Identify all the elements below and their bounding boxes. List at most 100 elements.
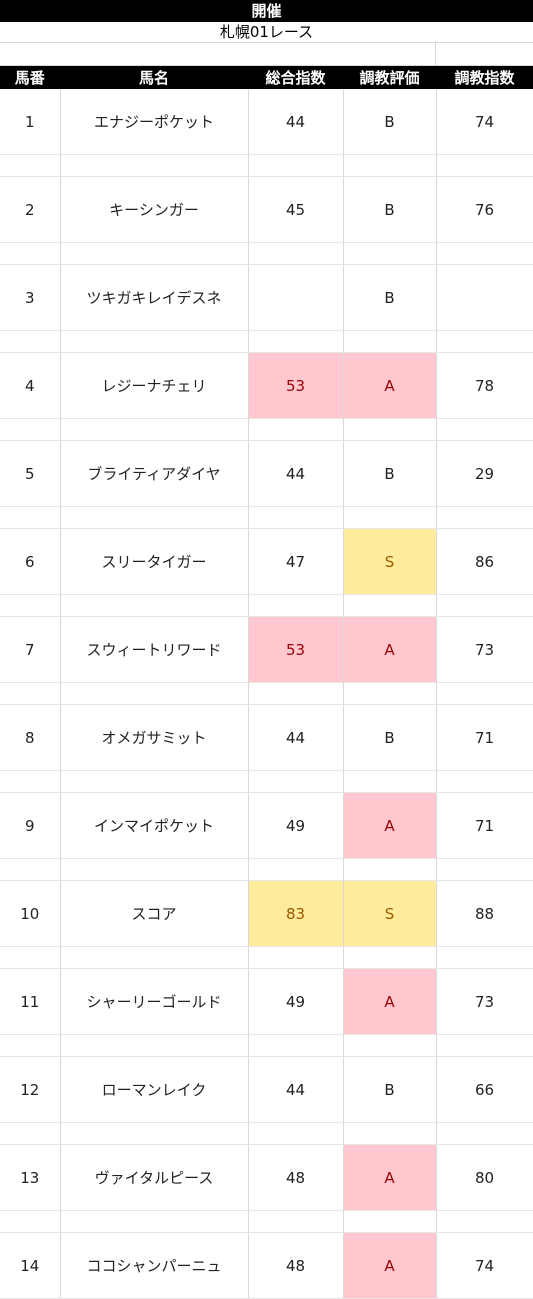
cell-training-eval: S <box>343 880 437 947</box>
cell-horse-name: ツキガキレイデスネ <box>60 264 249 331</box>
spacer-cell <box>60 418 249 441</box>
spacer-cell <box>343 946 437 969</box>
spacer-cell <box>436 1034 533 1057</box>
cell-training-index: 71 <box>436 792 533 859</box>
cell-total-index: 44 <box>248 89 344 155</box>
cell-training-index: 71 <box>436 704 533 771</box>
table-row: 13 ヴァイタルピース 48 A 80 <box>0 1144 533 1211</box>
spacer-cell <box>248 154 344 177</box>
spacer-cell <box>60 330 249 353</box>
cell-training-index <box>436 264 533 331</box>
cell-training-index: 73 <box>436 968 533 1035</box>
spacer-cell <box>0 682 61 705</box>
spacer-cell <box>248 946 344 969</box>
spacer-cell <box>436 594 533 617</box>
cell-horse-number: 10 <box>0 880 61 947</box>
spacer-cell <box>436 946 533 969</box>
spacer-row <box>0 1034 533 1057</box>
spacer-cell <box>60 1034 249 1057</box>
spacer-cell <box>248 418 344 441</box>
spacer-cell <box>436 770 533 793</box>
cell-horse-name: レジーナチェリ <box>60 352 249 419</box>
cell-horse-number: 4 <box>0 352 61 419</box>
cell-training-index: 78 <box>436 352 533 419</box>
table-row: 14 ココシャンパーニュ 48 A 74 <box>0 1232 533 1299</box>
cell-horse-name: オメガサミット <box>60 704 249 771</box>
spacer-cell <box>436 154 533 177</box>
spacer-cell <box>436 858 533 881</box>
table-row: 4 レジーナチェリ 53 A 78 <box>0 352 533 419</box>
spacer-row <box>0 858 533 881</box>
cell-training-index: 74 <box>436 89 533 155</box>
cell-horse-number: 1 <box>0 89 61 155</box>
spacer-cell <box>248 1034 344 1057</box>
spacer-row <box>0 154 533 177</box>
cell-horse-name: ブライティアダイヤ <box>60 440 249 507</box>
spacer-cell <box>248 506 344 529</box>
column-header-name: 馬名 <box>60 66 249 89</box>
spacer-cell <box>0 946 61 969</box>
spacer-cell <box>60 242 249 265</box>
column-header-training-index: 調教指数 <box>436 66 533 89</box>
spacer-cell <box>343 418 437 441</box>
cell-training-index: 76 <box>436 176 533 243</box>
spacer-cell <box>60 154 249 177</box>
table-row: 10 スコア 83 S 88 <box>0 880 533 947</box>
spacer-cell <box>343 1210 437 1233</box>
spacer-cell <box>436 682 533 705</box>
spacer-cell <box>60 506 249 529</box>
cell-training-index: 88 <box>436 880 533 947</box>
spacer-cell <box>343 154 437 177</box>
cell-total-index: 44 <box>248 1056 344 1123</box>
table-row: 9 インマイポケット 49 A 71 <box>0 792 533 859</box>
spacer-cell <box>248 242 344 265</box>
table-body: 1 エナジーポケット 44 B 74 2 キーシンガー 45 B 76 3 ツキガキレイデスネ B 4 レジ… <box>0 89 533 1299</box>
spacer-cell <box>436 1210 533 1233</box>
cell-horse-name: インマイポケット <box>60 792 249 859</box>
spacer-cell <box>0 858 61 881</box>
cell-horse-name: シャーリーゴールド <box>60 968 249 1035</box>
spacer-row <box>0 1210 533 1233</box>
cell-horse-number: 14 <box>0 1232 61 1299</box>
spacer-cell <box>60 770 249 793</box>
spacer-cell <box>343 770 437 793</box>
cell-horse-number: 3 <box>0 264 61 331</box>
cell-total-index: 45 <box>248 176 344 243</box>
spacer-cell <box>343 330 437 353</box>
cell-horse-number: 8 <box>0 704 61 771</box>
cell-training-eval: B <box>343 264 437 331</box>
cell-horse-name: ローマンレイク <box>60 1056 249 1123</box>
cell-training-eval: B <box>343 704 437 771</box>
spacer-cell <box>0 1210 61 1233</box>
spacer-cell <box>0 1034 61 1057</box>
spacer-cell <box>343 594 437 617</box>
spacer-cell <box>248 770 344 793</box>
spacer-cell <box>0 770 61 793</box>
cell-training-eval: A <box>343 1232 437 1299</box>
column-header-training-eval: 調教評価 <box>343 66 437 89</box>
cell-horse-name: スコア <box>60 880 249 947</box>
cell-total-index: 44 <box>248 440 344 507</box>
cell-horse-number: 13 <box>0 1144 61 1211</box>
cell-training-eval: A <box>343 1144 437 1211</box>
cell-total-index: 83 <box>248 880 344 947</box>
cell-horse-number: 9 <box>0 792 61 859</box>
cell-total-index <box>248 264 344 331</box>
spacer-row <box>0 418 533 441</box>
table-row: 3 ツキガキレイデスネ B <box>0 264 533 331</box>
spacer-row <box>0 682 533 705</box>
table-row: 7 スウィートリワード 53 A 73 <box>0 616 533 683</box>
spacer-row <box>0 506 533 529</box>
race-table: 馬番 馬名 総合指数 調教評価 調教指数 1 エナジーポケット 44 B 74 2 キーシン… <box>0 66 533 1299</box>
spacer-cell <box>248 330 344 353</box>
cell-total-index: 44 <box>248 704 344 771</box>
spacer-cell <box>436 330 533 353</box>
cell-horse-name: キーシンガー <box>60 176 249 243</box>
cell-horse-name: ヴァイタルピース <box>60 1144 249 1211</box>
table-row: 11 シャーリーゴールド 49 A 73 <box>0 968 533 1035</box>
spacer-cell <box>248 858 344 881</box>
cell-training-eval: B <box>343 440 437 507</box>
table-row: 6 スリータイガー 47 S 86 <box>0 528 533 595</box>
spacer-cell <box>60 682 249 705</box>
spacer-cell <box>248 682 344 705</box>
